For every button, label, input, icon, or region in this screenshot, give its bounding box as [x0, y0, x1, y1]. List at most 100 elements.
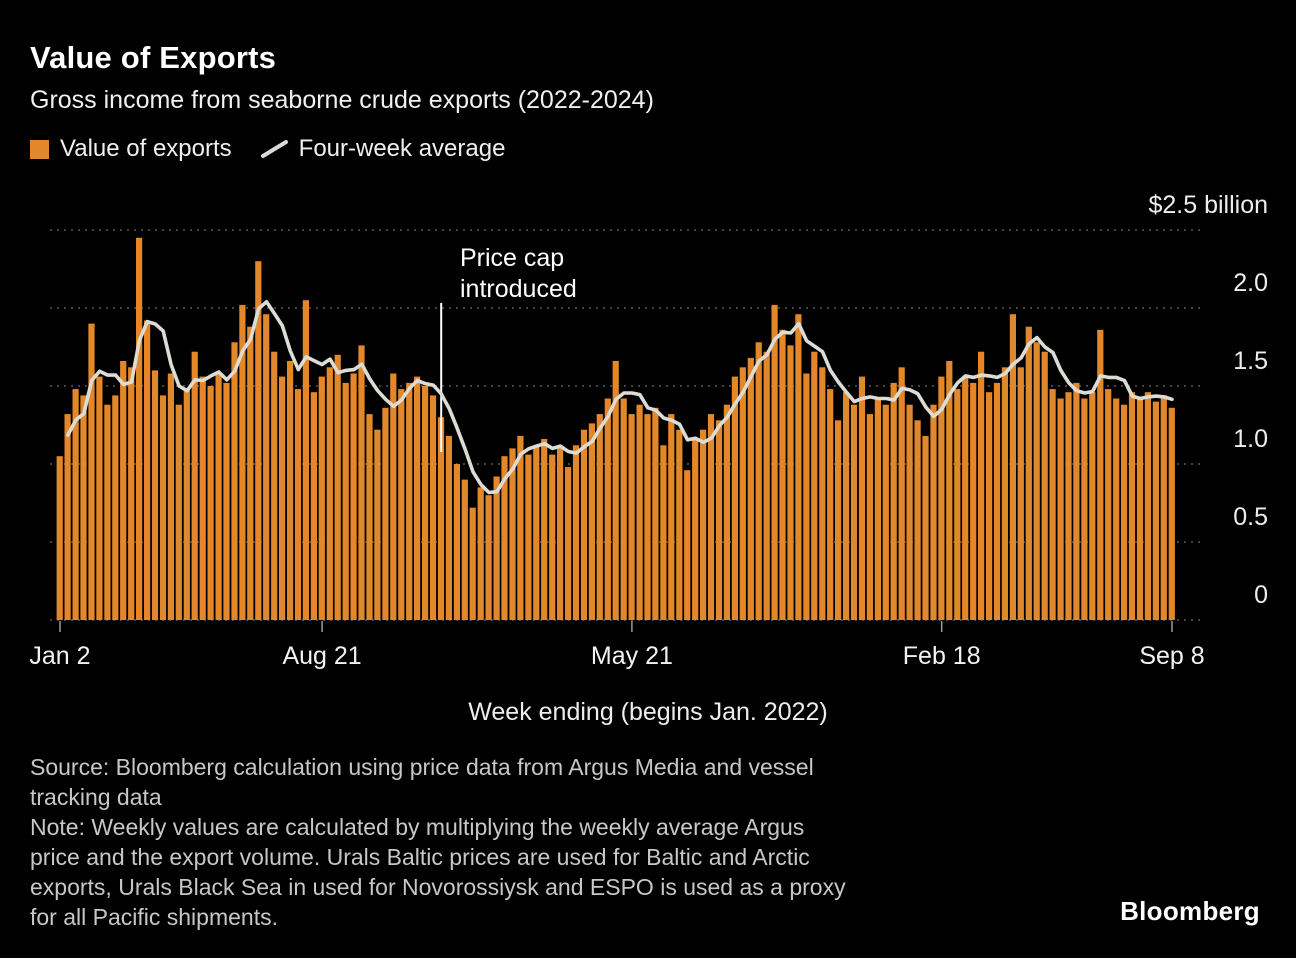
export-value-bar: [477, 487, 484, 620]
export-value-bar: [557, 445, 564, 620]
export-value-bar: [692, 439, 699, 620]
export-value-bar: [159, 395, 167, 620]
x-axis-label: Feb 18: [903, 642, 981, 670]
export-value-bar: [652, 407, 659, 620]
export-value-bar: [747, 357, 754, 620]
export-value-chart: Price cap introduced $2.5 billion 2.0 1.5 1.0…: [29, 191, 1268, 670]
y-axis-label: 0: [1254, 581, 1268, 609]
export-value-bar: [390, 373, 397, 620]
price-cap-annotation: introduced: [460, 275, 577, 303]
export-value-bar: [525, 454, 532, 620]
export-value-bar: [731, 376, 738, 620]
x-axis-label: Aug 21: [282, 642, 361, 670]
export-value-bar: [112, 395, 119, 620]
export-value-bar: [1001, 367, 1008, 620]
export-value-bar: [755, 342, 762, 620]
export-value-bar: [1065, 392, 1072, 620]
export-value-bar: [549, 454, 556, 620]
export-value-bar: [700, 429, 707, 620]
export-value-bar: [906, 404, 913, 620]
export-value-bar: [120, 361, 127, 620]
export-value-bar: [843, 392, 850, 620]
export-value-bar: [96, 376, 103, 620]
export-value-bar: [167, 373, 174, 620]
export-value-bar: [636, 404, 643, 620]
export-value-bar: [1089, 392, 1096, 620]
chart-title: Value of Exports: [30, 40, 277, 75]
export-value-bar: [954, 389, 961, 620]
export-value-bar: [501, 456, 508, 620]
export-value-bar: [128, 367, 135, 620]
export-value-bar: [660, 445, 667, 620]
export-value-bar: [644, 414, 651, 620]
x-axis-label: Jan 2: [29, 642, 90, 670]
export-value-bar: [469, 507, 476, 620]
x-axis-label: Sep 8: [1139, 642, 1204, 670]
export-value-bar: [279, 376, 286, 620]
export-value-bar: [1057, 398, 1064, 620]
export-value-bar: [803, 373, 810, 620]
export-value-bar: [707, 414, 715, 620]
export-value-bar: [1160, 395, 1167, 620]
export-value-bar: [1121, 404, 1128, 620]
export-value-bar: [993, 382, 1001, 620]
export-value-bar: [588, 423, 595, 620]
export-value-bar: [787, 345, 794, 620]
export-value-bar: [1033, 342, 1040, 620]
export-value-bar: [422, 386, 429, 620]
export-value-bar: [215, 373, 222, 620]
x-axis-title: Week ending (begins Jan. 2022): [468, 698, 828, 726]
export-value-bar: [334, 354, 341, 620]
export-value-bar: [1105, 389, 1112, 620]
export-value-bar: [835, 420, 842, 620]
export-value-bar: [533, 445, 540, 620]
export-value-bar: [398, 389, 405, 620]
line-legend-icon: [260, 140, 288, 158]
export-value-bar: [302, 300, 309, 620]
y-axis-label: 0.5: [1233, 503, 1268, 531]
export-value-bar: [56, 456, 63, 620]
export-value-bar: [676, 429, 683, 620]
export-value-bar: [350, 373, 357, 620]
export-value-bar: [382, 407, 389, 620]
note-line: price and the export volume. Urals Balti…: [30, 844, 810, 870]
export-value-bar: [1073, 382, 1080, 620]
export-value-bar: [1009, 314, 1016, 620]
export-value-bar: [64, 414, 71, 620]
y-axis-label: $2.5 billion: [1148, 191, 1268, 219]
export-value-bar: [541, 439, 548, 620]
legend: Value of exports Four-week average: [30, 135, 654, 163]
export-value-bar: [294, 389, 302, 620]
export-value-bar: [1041, 351, 1048, 620]
export-value-bar: [183, 389, 190, 620]
export-value-bar: [414, 376, 421, 620]
export-value-bar: [1049, 389, 1056, 620]
export-value-bar: [263, 314, 270, 620]
four-week-average-line: [66, 299, 1174, 495]
export-value-bar: [1113, 398, 1120, 620]
export-value-bar: [461, 479, 468, 620]
export-value-bar: [866, 414, 873, 620]
export-value-bar: [914, 420, 921, 620]
export-value-bar: [80, 395, 87, 620]
export-value-bar: [1017, 367, 1024, 620]
export-value-bar: [930, 404, 937, 620]
export-value-bar: [1128, 392, 1136, 620]
export-value-bar: [207, 386, 214, 620]
export-value-bar: [811, 351, 818, 620]
export-value-bar: [255, 261, 262, 620]
export-value-bar: [199, 376, 206, 620]
export-value-bar: [850, 404, 858, 620]
export-value-bar: [628, 414, 635, 620]
export-value-bar: [429, 395, 437, 620]
export-value-bar: [874, 398, 881, 620]
export-value-bar: [668, 414, 675, 620]
export-value-bar: [986, 392, 993, 620]
bloomberg-logo: Bloomberg: [1120, 896, 1260, 926]
export-value-bar: [493, 476, 500, 620]
export-value-bar: [326, 367, 333, 620]
export-value-bar: [231, 342, 238, 620]
export-value-bar: [684, 470, 691, 620]
export-value-bar: [191, 351, 198, 620]
export-value-bar: [342, 382, 349, 620]
